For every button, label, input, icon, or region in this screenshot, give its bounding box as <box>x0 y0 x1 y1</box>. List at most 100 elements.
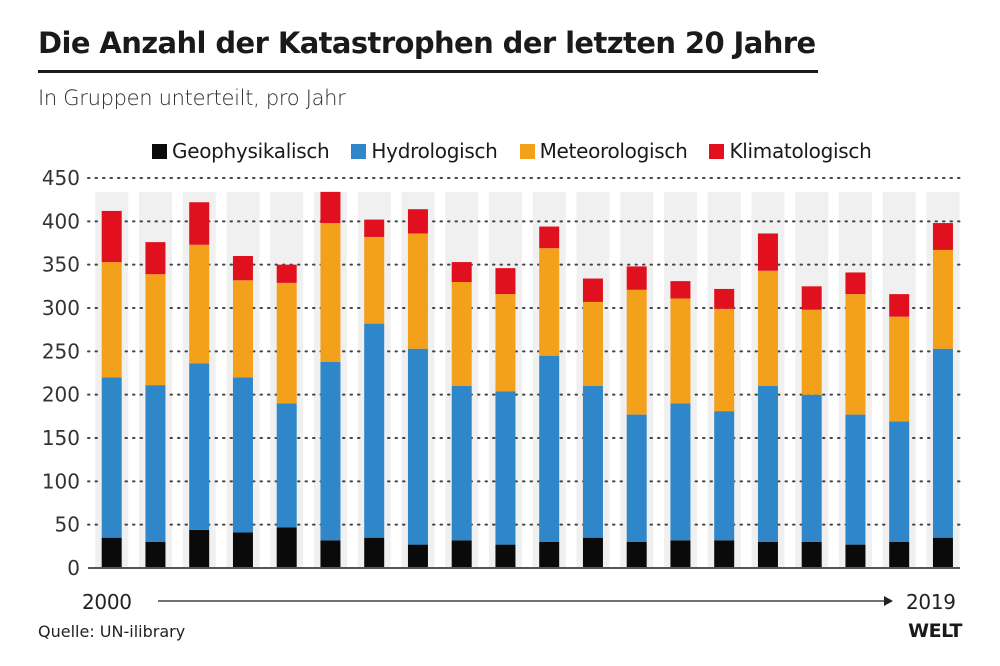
y-tick-label: 0 <box>67 556 80 580</box>
bar-segment-meteorologisch <box>189 244 210 364</box>
bar-segment-geophysikalisch <box>932 537 953 568</box>
y-tick-label: 350 <box>42 253 80 277</box>
bar-segment-klimatologisch <box>495 268 516 295</box>
timeline-end-label: 2019 <box>906 590 956 614</box>
bar-segment-geophysikalisch <box>189 529 210 568</box>
bar-segment-meteorologisch <box>714 308 735 412</box>
bar-segment-meteorologisch <box>101 262 122 378</box>
bar-segment-geophysikalisch <box>757 542 778 568</box>
bar-segment-meteorologisch <box>407 233 428 349</box>
bar-segment-meteorologisch <box>582 301 603 386</box>
legend-item-hydrologisch: Hydrologisch <box>351 139 498 163</box>
chart-title: Die Anzahl der Katastrophen der letzten … <box>38 26 816 60</box>
bar-segment-hydrologisch <box>189 363 210 530</box>
legend-label: Geophysikalisch <box>172 139 330 163</box>
bar-segment-hydrologisch <box>889 421 910 542</box>
bar-segment-hydrologisch <box>582 386 603 538</box>
bar-segment-hydrologisch <box>232 377 253 533</box>
bar-segment-klimatologisch <box>582 278 603 302</box>
legend-item-geophysikalisch: Geophysikalisch <box>152 139 330 163</box>
bar-segment-hydrologisch <box>757 386 778 542</box>
y-tick-label: 150 <box>42 426 80 450</box>
bar-segment-klimatologisch <box>889 294 910 317</box>
bar-segment-hydrologisch <box>539 355 560 542</box>
arrow-right-icon <box>884 596 893 606</box>
bar-segment-geophysikalisch <box>670 540 691 568</box>
bar-segment-klimatologisch <box>189 202 210 245</box>
bar-segment-hydrologisch <box>407 348 428 545</box>
bar-segment-meteorologisch <box>670 298 691 404</box>
bar-segment-klimatologisch <box>364 219 385 237</box>
bar-segment-geophysikalisch <box>495 544 516 568</box>
legend-swatch-klimatologisch <box>709 143 725 159</box>
bar-segment-klimatologisch <box>932 223 953 250</box>
bar-segment-klimatologisch <box>276 264 297 283</box>
bar-segment-hydrologisch <box>845 414 866 545</box>
bar-segment-hydrologisch <box>626 414 647 542</box>
bar-segment-meteorologisch <box>320 223 341 362</box>
legend-label: Hydrologisch <box>371 139 498 163</box>
legend-label: Klimatologisch <box>729 139 872 163</box>
bar-segment-klimatologisch <box>232 256 253 281</box>
bar-segment-hydrologisch <box>451 386 472 541</box>
bar-segment-klimatologisch <box>539 226 560 249</box>
bar-segment-geophysikalisch <box>539 542 560 568</box>
legend-item-meteorologisch: Meteorologisch <box>519 139 688 163</box>
bar-segment-geophysikalisch <box>407 544 428 568</box>
y-tick-label: 200 <box>42 383 80 407</box>
legend-item-klimatologisch: Klimatologisch <box>709 139 872 163</box>
bar-segment-meteorologisch <box>276 282 297 404</box>
bar-segment-klimatologisch <box>801 286 822 310</box>
bar-segment-meteorologisch <box>757 270 778 386</box>
bar-segment-geophysikalisch <box>801 542 822 568</box>
bar-segment-hydrologisch <box>145 385 166 542</box>
bar-segment-geophysikalisch <box>276 527 297 568</box>
bar-segment-meteorologisch <box>889 316 910 422</box>
bar-segment-meteorologisch <box>451 282 472 386</box>
bar-segment-klimatologisch <box>757 233 778 271</box>
y-tick-label: 450 <box>42 166 80 190</box>
y-tick-label: 400 <box>42 209 80 233</box>
bar-segment-geophysikalisch <box>845 544 866 568</box>
bar-segment-meteorologisch <box>495 294 516 392</box>
brand-logo: WELT <box>908 620 962 642</box>
bar-segment-geophysikalisch <box>889 542 910 568</box>
bar-segment-geophysikalisch <box>320 540 341 568</box>
bar-segment-klimatologisch <box>714 288 735 309</box>
legend-swatch-meteorologisch <box>519 143 535 159</box>
bar-segment-klimatologisch <box>451 262 472 282</box>
bar-segment-meteorologisch <box>145 274 166 386</box>
bar-segment-meteorologisch <box>539 248 560 356</box>
bar-segment-hydrologisch <box>714 411 735 541</box>
legend-swatch-geophysikalisch <box>152 143 167 159</box>
bar-segment-klimatologisch <box>145 242 166 275</box>
bar-segment-geophysikalisch <box>626 542 647 568</box>
chart-subtitle: In Gruppen unterteilt, pro Jahr <box>38 86 346 110</box>
legend: Geophysikalisch Hydrologisch Meteorologi… <box>152 139 872 163</box>
bar-segment-hydrologisch <box>101 377 122 538</box>
bar-segment-meteorologisch <box>364 236 385 324</box>
bar-segment-klimatologisch <box>670 281 691 299</box>
bar-segment-klimatologisch <box>407 209 428 234</box>
bar-segment-meteorologisch <box>232 280 253 378</box>
bar-segment-geophysikalisch <box>232 532 253 568</box>
bar-segment-geophysikalisch <box>145 542 166 568</box>
bar-segment-geophysikalisch <box>101 537 122 568</box>
legend-swatch-hydrologisch <box>351 143 367 159</box>
source-note: Quelle: UN-ilibrary <box>38 622 186 641</box>
bar-segment-hydrologisch <box>670 403 691 541</box>
bar-segment-hydrologisch <box>932 348 953 538</box>
y-tick-label: 50 <box>55 513 80 537</box>
bar-segment-hydrologisch <box>801 394 822 542</box>
y-tick-label: 250 <box>42 339 80 363</box>
timeline-start-label: 2000 <box>82 590 132 614</box>
title-divider <box>38 70 818 73</box>
bar-segment-geophysikalisch <box>451 540 472 568</box>
legend-label: Meteorologisch <box>539 139 688 163</box>
bar-segment-meteorologisch <box>845 294 866 415</box>
bar-segment-klimatologisch <box>626 266 647 290</box>
bar-segment-klimatologisch <box>101 210 122 263</box>
bar-segment-geophysikalisch <box>582 537 603 568</box>
bar-segment-meteorologisch <box>626 289 647 415</box>
